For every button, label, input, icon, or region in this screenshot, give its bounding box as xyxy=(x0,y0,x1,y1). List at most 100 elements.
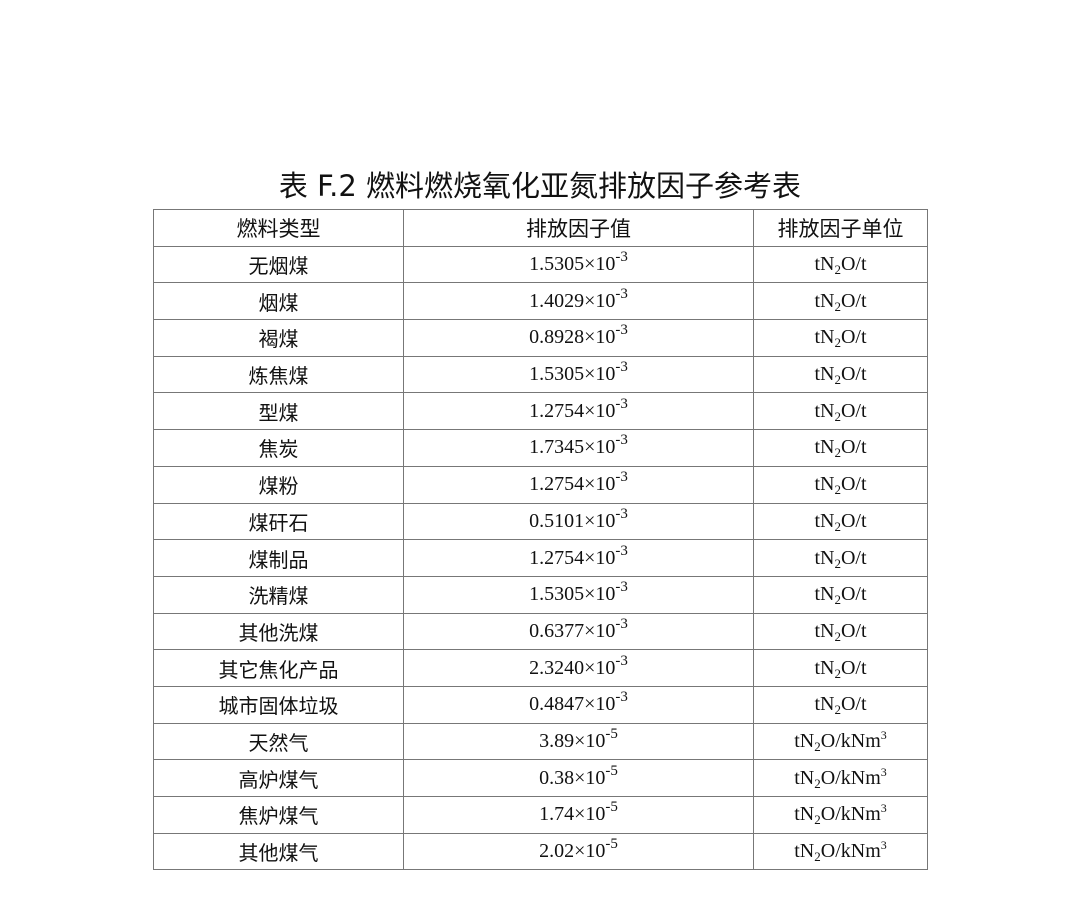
times-ten: ×10 xyxy=(584,583,616,606)
exponent: -5 xyxy=(605,799,618,816)
times-ten: ×10 xyxy=(584,253,616,276)
factor-value-cell: 0.4847×10-3 xyxy=(403,685,754,724)
factor-value-cell: 1.7345×10-3 xyxy=(403,429,754,467)
factor-value-cell: 3.89×10-5 xyxy=(403,722,754,761)
factor-unit-cell: tN2O/t xyxy=(753,429,928,467)
times-ten: ×10 xyxy=(584,399,616,422)
fuel-type-cell: 其他煤气 xyxy=(153,832,404,871)
times-ten: ×10 xyxy=(584,473,616,496)
unit-part: O/t xyxy=(840,693,867,716)
exponent: -5 xyxy=(605,725,618,742)
table-row: 无烟煤 1.5305×10-3 tN2O/t xyxy=(153,245,928,284)
fuel-type-cell: 烟煤 xyxy=(153,282,404,321)
fuel-type-cell: 高炉煤气 xyxy=(153,759,404,797)
times-ten: ×10 xyxy=(584,509,616,532)
unit-part: O/t xyxy=(840,656,867,679)
factor-unit-cell: tN2O/t xyxy=(753,319,928,357)
factor-unit-cell: tN2O/t xyxy=(753,245,928,284)
emission-factor-table: 燃料类型 排放因子值 排放因子单位 无烟煤 1.5305×10-3 tN2O/t 烟煤… xyxy=(153,209,928,871)
table-row: 煤制品 1.2754×10-3 tN2O/t xyxy=(153,539,928,577)
exponent: -5 xyxy=(605,836,618,853)
factor-value-cell: 2.02×10-5 xyxy=(403,832,754,871)
exponent: -3 xyxy=(615,505,628,522)
unit-part: tN xyxy=(814,583,835,606)
times-ten: ×10 xyxy=(574,729,606,752)
table-title: 表 F.2 燃料燃烧氧化亚氮排放因子参考表 xyxy=(278,169,802,203)
unit-subscript: 2 xyxy=(814,849,821,865)
unit-part: O/kNm xyxy=(820,840,881,863)
fuel-type-cell: 焦炭 xyxy=(153,429,404,467)
unit-part: O/t xyxy=(840,326,867,349)
fuel-type-cell: 煤制品 xyxy=(153,539,404,577)
times-ten: ×10 xyxy=(584,546,616,569)
exponent: -3 xyxy=(615,689,628,706)
unit-subscript: 2 xyxy=(834,298,841,314)
unit-part: tN xyxy=(814,363,835,386)
unit-subscript: 2 xyxy=(814,738,821,754)
fuel-type-cell: 其他洗煤 xyxy=(153,612,404,651)
fuel-type-cell: 其它焦化产品 xyxy=(153,649,404,687)
unit-superscript: 3 xyxy=(880,764,887,779)
factor-value-cell: 1.5305×10-3 xyxy=(403,575,754,614)
table-row: 焦炭 1.7345×10-3 tN2O/t xyxy=(153,429,928,467)
factor-value-cell: 1.2754×10-3 xyxy=(403,539,754,577)
mantissa: 3.89 xyxy=(539,729,575,752)
unit-subscript: 2 xyxy=(834,702,841,718)
unit-part: O/kNm xyxy=(820,729,881,752)
mantissa: 1.2754 xyxy=(529,546,585,569)
table-row: 褐煤 0.8928×10-3 tN2O/t xyxy=(153,319,928,357)
unit-part: O/t xyxy=(840,399,867,422)
times-ten: ×10 xyxy=(574,840,606,863)
mantissa: 1.74 xyxy=(539,803,575,826)
unit-part: tN xyxy=(814,509,835,532)
unit-subscript: 2 xyxy=(834,445,841,461)
unit-superscript: 3 xyxy=(880,838,887,853)
unit-subscript: 2 xyxy=(834,628,841,644)
times-ten: ×10 xyxy=(584,289,616,312)
mantissa: 1.7345 xyxy=(529,436,585,459)
fuel-type-cell: 型煤 xyxy=(153,392,404,431)
factor-value-cell: 1.74×10-5 xyxy=(403,796,754,834)
table-row: 其它焦化产品 2.3240×10-3 tN2O/t xyxy=(153,649,928,687)
table-row: 炼焦煤 1.5305×10-3 tN2O/t xyxy=(153,355,928,394)
unit-part: tN xyxy=(814,546,835,569)
mantissa: 1.4029 xyxy=(529,289,585,312)
mantissa: 1.5305 xyxy=(529,253,585,276)
table-row: 其他煤气 2.02×10-5 tN2O/kNm3 xyxy=(153,832,928,871)
unit-subscript: 2 xyxy=(814,812,821,828)
fuel-type-cell: 洗精煤 xyxy=(153,575,404,614)
unit-subscript: 2 xyxy=(834,372,841,388)
times-ten: ×10 xyxy=(574,766,606,789)
table-row: 煤粉 1.2754×10-3 tN2O/t xyxy=(153,465,928,504)
fuel-type-cell: 煤粉 xyxy=(153,465,404,504)
factor-unit-cell: tN2O/kNm3 xyxy=(753,796,928,834)
factor-value-cell: 0.5101×10-3 xyxy=(403,502,754,541)
unit-part: O/t xyxy=(840,583,867,606)
unit-part: O/t xyxy=(840,253,867,276)
mantissa: 1.5305 xyxy=(529,363,585,386)
factor-value-cell: 1.2754×10-3 xyxy=(403,465,754,504)
unit-part: O/kNm xyxy=(820,803,881,826)
exponent: -3 xyxy=(615,359,628,376)
header-factor-unit: 排放因子单位 xyxy=(753,209,928,247)
unit-part: tN xyxy=(794,840,815,863)
unit-part: tN xyxy=(794,766,815,789)
times-ten: ×10 xyxy=(574,803,606,826)
unit-subscript: 2 xyxy=(834,518,841,534)
unit-part: tN xyxy=(814,326,835,349)
factor-value-cell: 0.38×10-5 xyxy=(403,759,754,797)
mantissa: 0.38 xyxy=(539,766,575,789)
fuel-type-cell: 天然气 xyxy=(153,722,404,761)
factor-value-cell: 1.2754×10-3 xyxy=(403,392,754,431)
unit-part: tN xyxy=(794,729,815,752)
mantissa: 2.02 xyxy=(539,840,575,863)
unit-part: tN xyxy=(814,399,835,422)
unit-part: tN xyxy=(794,803,815,826)
factor-value-cell: 0.8928×10-3 xyxy=(403,319,754,357)
table-row: 洗精煤 1.5305×10-3 tN2O/t xyxy=(153,575,928,614)
exponent: -3 xyxy=(615,542,628,559)
unit-subscript: 2 xyxy=(834,408,841,424)
unit-part: tN xyxy=(814,253,835,276)
table-header-row: 燃料类型 排放因子值 排放因子单位 xyxy=(153,209,928,247)
unit-part: O/t xyxy=(840,546,867,569)
